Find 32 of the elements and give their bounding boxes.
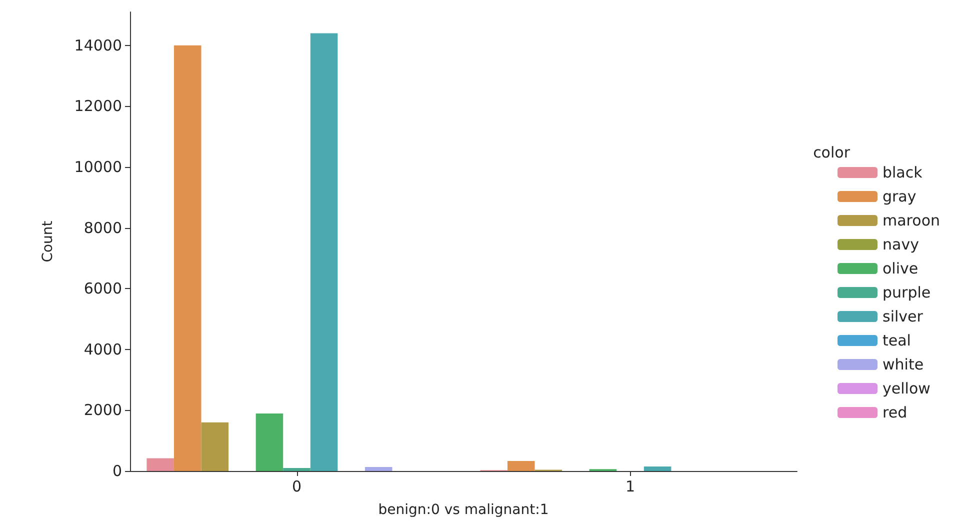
bar (201, 422, 229, 471)
legend-label: navy (882, 236, 920, 254)
legend-label: red (882, 404, 908, 422)
bar (644, 466, 672, 471)
bar (364, 467, 392, 471)
y-tick-label: 0 (112, 462, 122, 480)
legend-label: yellow (882, 380, 930, 398)
legend-label: purple (882, 284, 931, 302)
bar (146, 458, 174, 471)
bar (310, 33, 338, 471)
bar (507, 460, 535, 471)
legend-label: black (882, 164, 923, 182)
legend-label: white (882, 356, 924, 374)
y-tick-label: 2000 (84, 401, 122, 420)
y-tick-label: 6000 (84, 280, 122, 298)
legend-label: teal (882, 332, 911, 350)
legend-label: gray (882, 188, 916, 206)
x-axis-title: benign:0 vs malignant:1 (378, 502, 549, 518)
legend-label: olive (882, 260, 918, 278)
x-tick-label: 1 (625, 478, 636, 496)
legend-label: silver (882, 308, 924, 326)
y-axis-title: Count (40, 220, 56, 262)
bar (174, 45, 202, 471)
bar (283, 468, 310, 471)
bar (256, 414, 284, 471)
legend-title: color (813, 144, 851, 162)
y-tick-label: 12000 (74, 97, 122, 116)
y-tick-label: 4000 (84, 340, 122, 358)
legend-label: maroon (882, 212, 940, 230)
y-tick-label: 14000 (74, 36, 122, 54)
y-tick-label: 8000 (84, 218, 122, 237)
y-tick-label: 10000 (74, 158, 122, 176)
